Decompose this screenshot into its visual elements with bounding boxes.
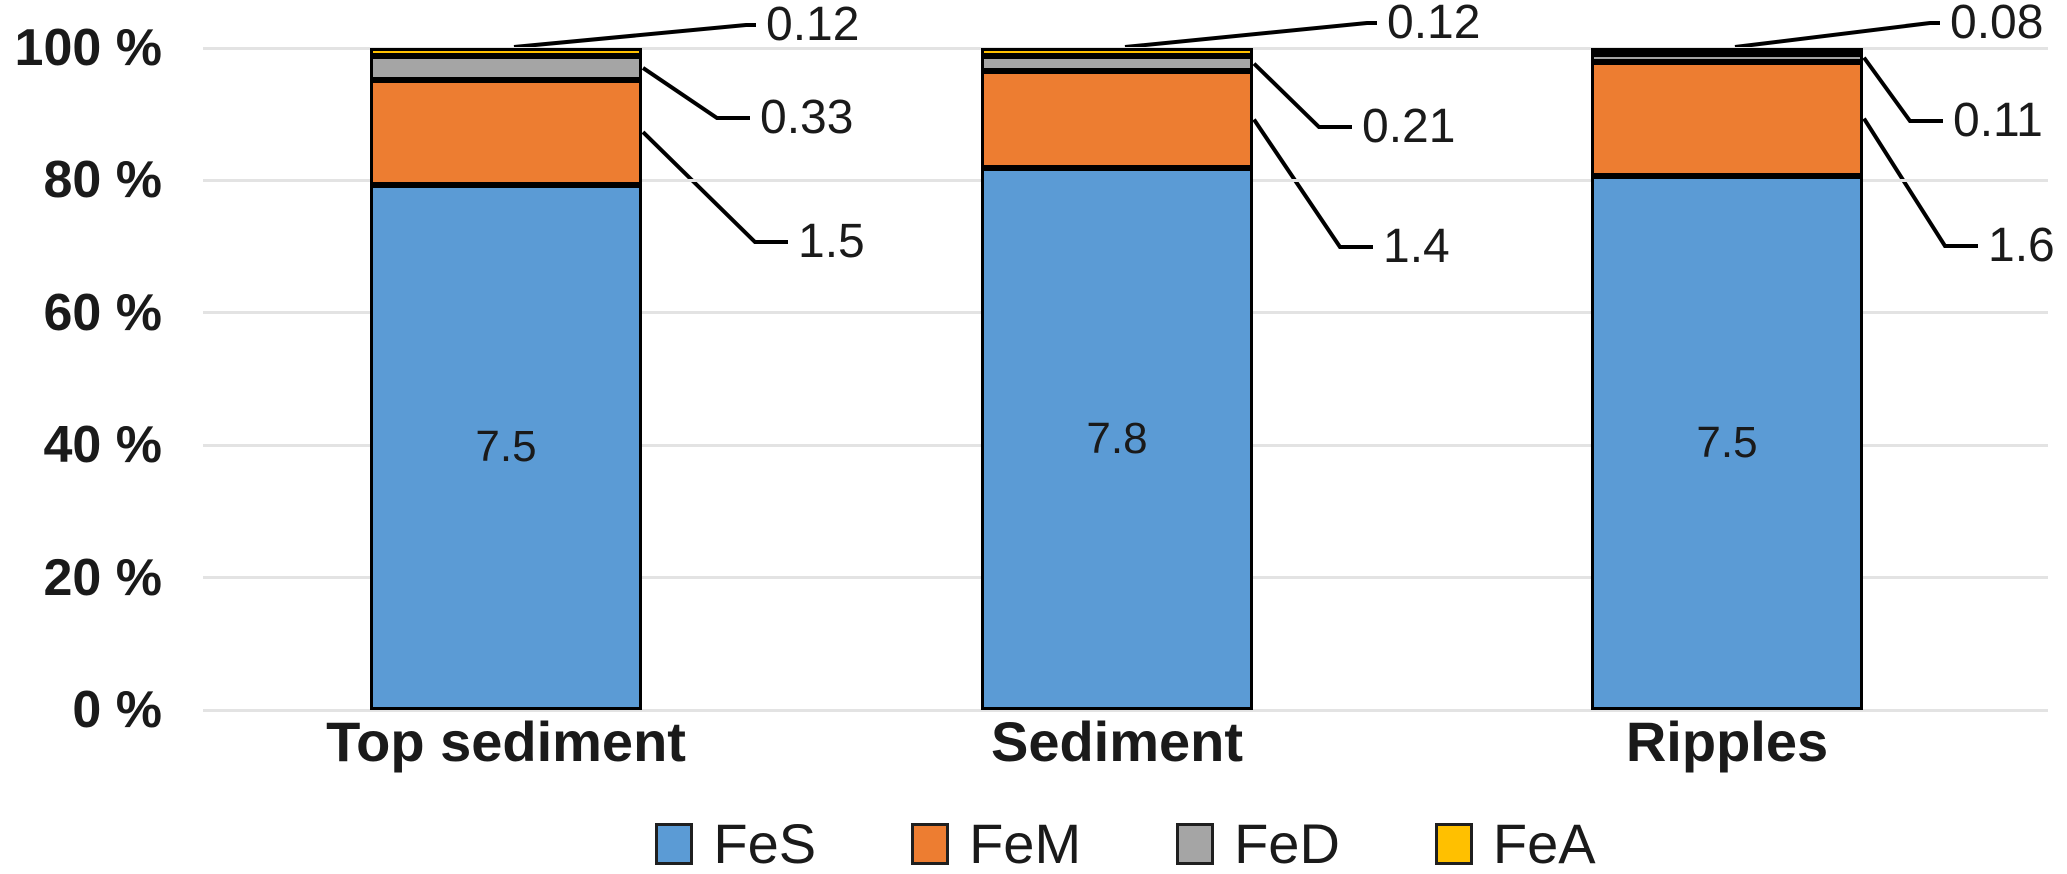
bar-segment-FeM — [981, 70, 1253, 169]
legend-swatch-FeD — [1176, 823, 1215, 865]
legend: FeS FeM FeD FeA — [203, 814, 2048, 874]
data-label-callout-FeA: 0.08 — [1950, 0, 2044, 49]
bar-segment-FeA — [370, 48, 642, 57]
leader-line-FeA — [1124, 21, 1377, 49]
leader-line-FeD — [1862, 56, 1943, 123]
bar-segment-FeS — [981, 168, 1253, 710]
bar-segment-FeD — [981, 56, 1253, 71]
bar-segment-FeD — [370, 56, 642, 80]
leader-line-FeA — [513, 23, 756, 49]
leader-line-FeD — [1252, 62, 1352, 129]
legend-item-FeA: FeA — [1434, 812, 1596, 874]
data-label-callout-FeM: 1.6 — [1988, 219, 2055, 272]
data-label-callout-FeM: 1.5 — [798, 215, 865, 268]
data-label-inside: 7.8 — [1086, 414, 1148, 464]
leader-line-FeA — [1734, 21, 1940, 49]
gridline — [203, 708, 2048, 712]
leader-line-FeM — [1252, 118, 1373, 249]
bar-segment-FeA — [1591, 48, 1863, 54]
y-axis-tick-label: 60 % — [43, 283, 162, 342]
legend-label: FeA — [1492, 812, 1596, 874]
leader-line-FeM — [641, 130, 788, 244]
legend-swatch-FeM — [911, 823, 950, 865]
data-label-inside: 7.5 — [1696, 417, 1758, 467]
data-label-inside: 7.5 — [475, 422, 537, 472]
legend-swatch-FeS — [655, 823, 694, 865]
bar-segment-FeS — [1591, 175, 1863, 710]
data-label-callout-FeD: 0.11 — [1953, 94, 2043, 147]
bar-segment-FeS — [370, 184, 642, 710]
data-label-callout-FeA: 0.12 — [766, 0, 860, 51]
data-label-callout-FeA: 0.12 — [1387, 0, 1481, 49]
leader-line-FeD — [641, 66, 750, 120]
bar-segment-FeM — [1591, 61, 1863, 176]
y-axis-tick-label: 100 % — [14, 19, 162, 77]
legend-item-FeS: FeS — [655, 814, 816, 874]
category-label: Sediment — [990, 710, 1244, 773]
legend-swatch-FeA — [1434, 823, 1473, 865]
y-axis-tick-label: 40 % — [43, 416, 162, 475]
category-label: Top sediment — [326, 710, 686, 773]
y-axis-tick-label: 80 % — [43, 151, 162, 210]
legend-item-FeM: FeM — [911, 814, 1081, 874]
bar-segment-FeA — [981, 48, 1253, 57]
data-label-callout-FeD: 0.33 — [760, 91, 854, 144]
y-axis-tick-label: 20 % — [43, 548, 162, 607]
bar-segment-FeD — [1591, 53, 1863, 62]
data-label-callout-FeM: 1.4 — [1383, 220, 1450, 273]
legend-label: FeM — [969, 812, 1082, 874]
legend-label: FeD — [1234, 812, 1340, 874]
bar-segment-FeM — [370, 79, 642, 185]
data-label-callout-FeD: 0.21 — [1362, 100, 1456, 153]
legend-item-FeD: FeD — [1176, 814, 1340, 874]
category-label: Ripples — [1625, 710, 1829, 773]
y-axis-tick-label: 0 % — [72, 681, 162, 739]
legend-label: FeS — [713, 812, 817, 874]
